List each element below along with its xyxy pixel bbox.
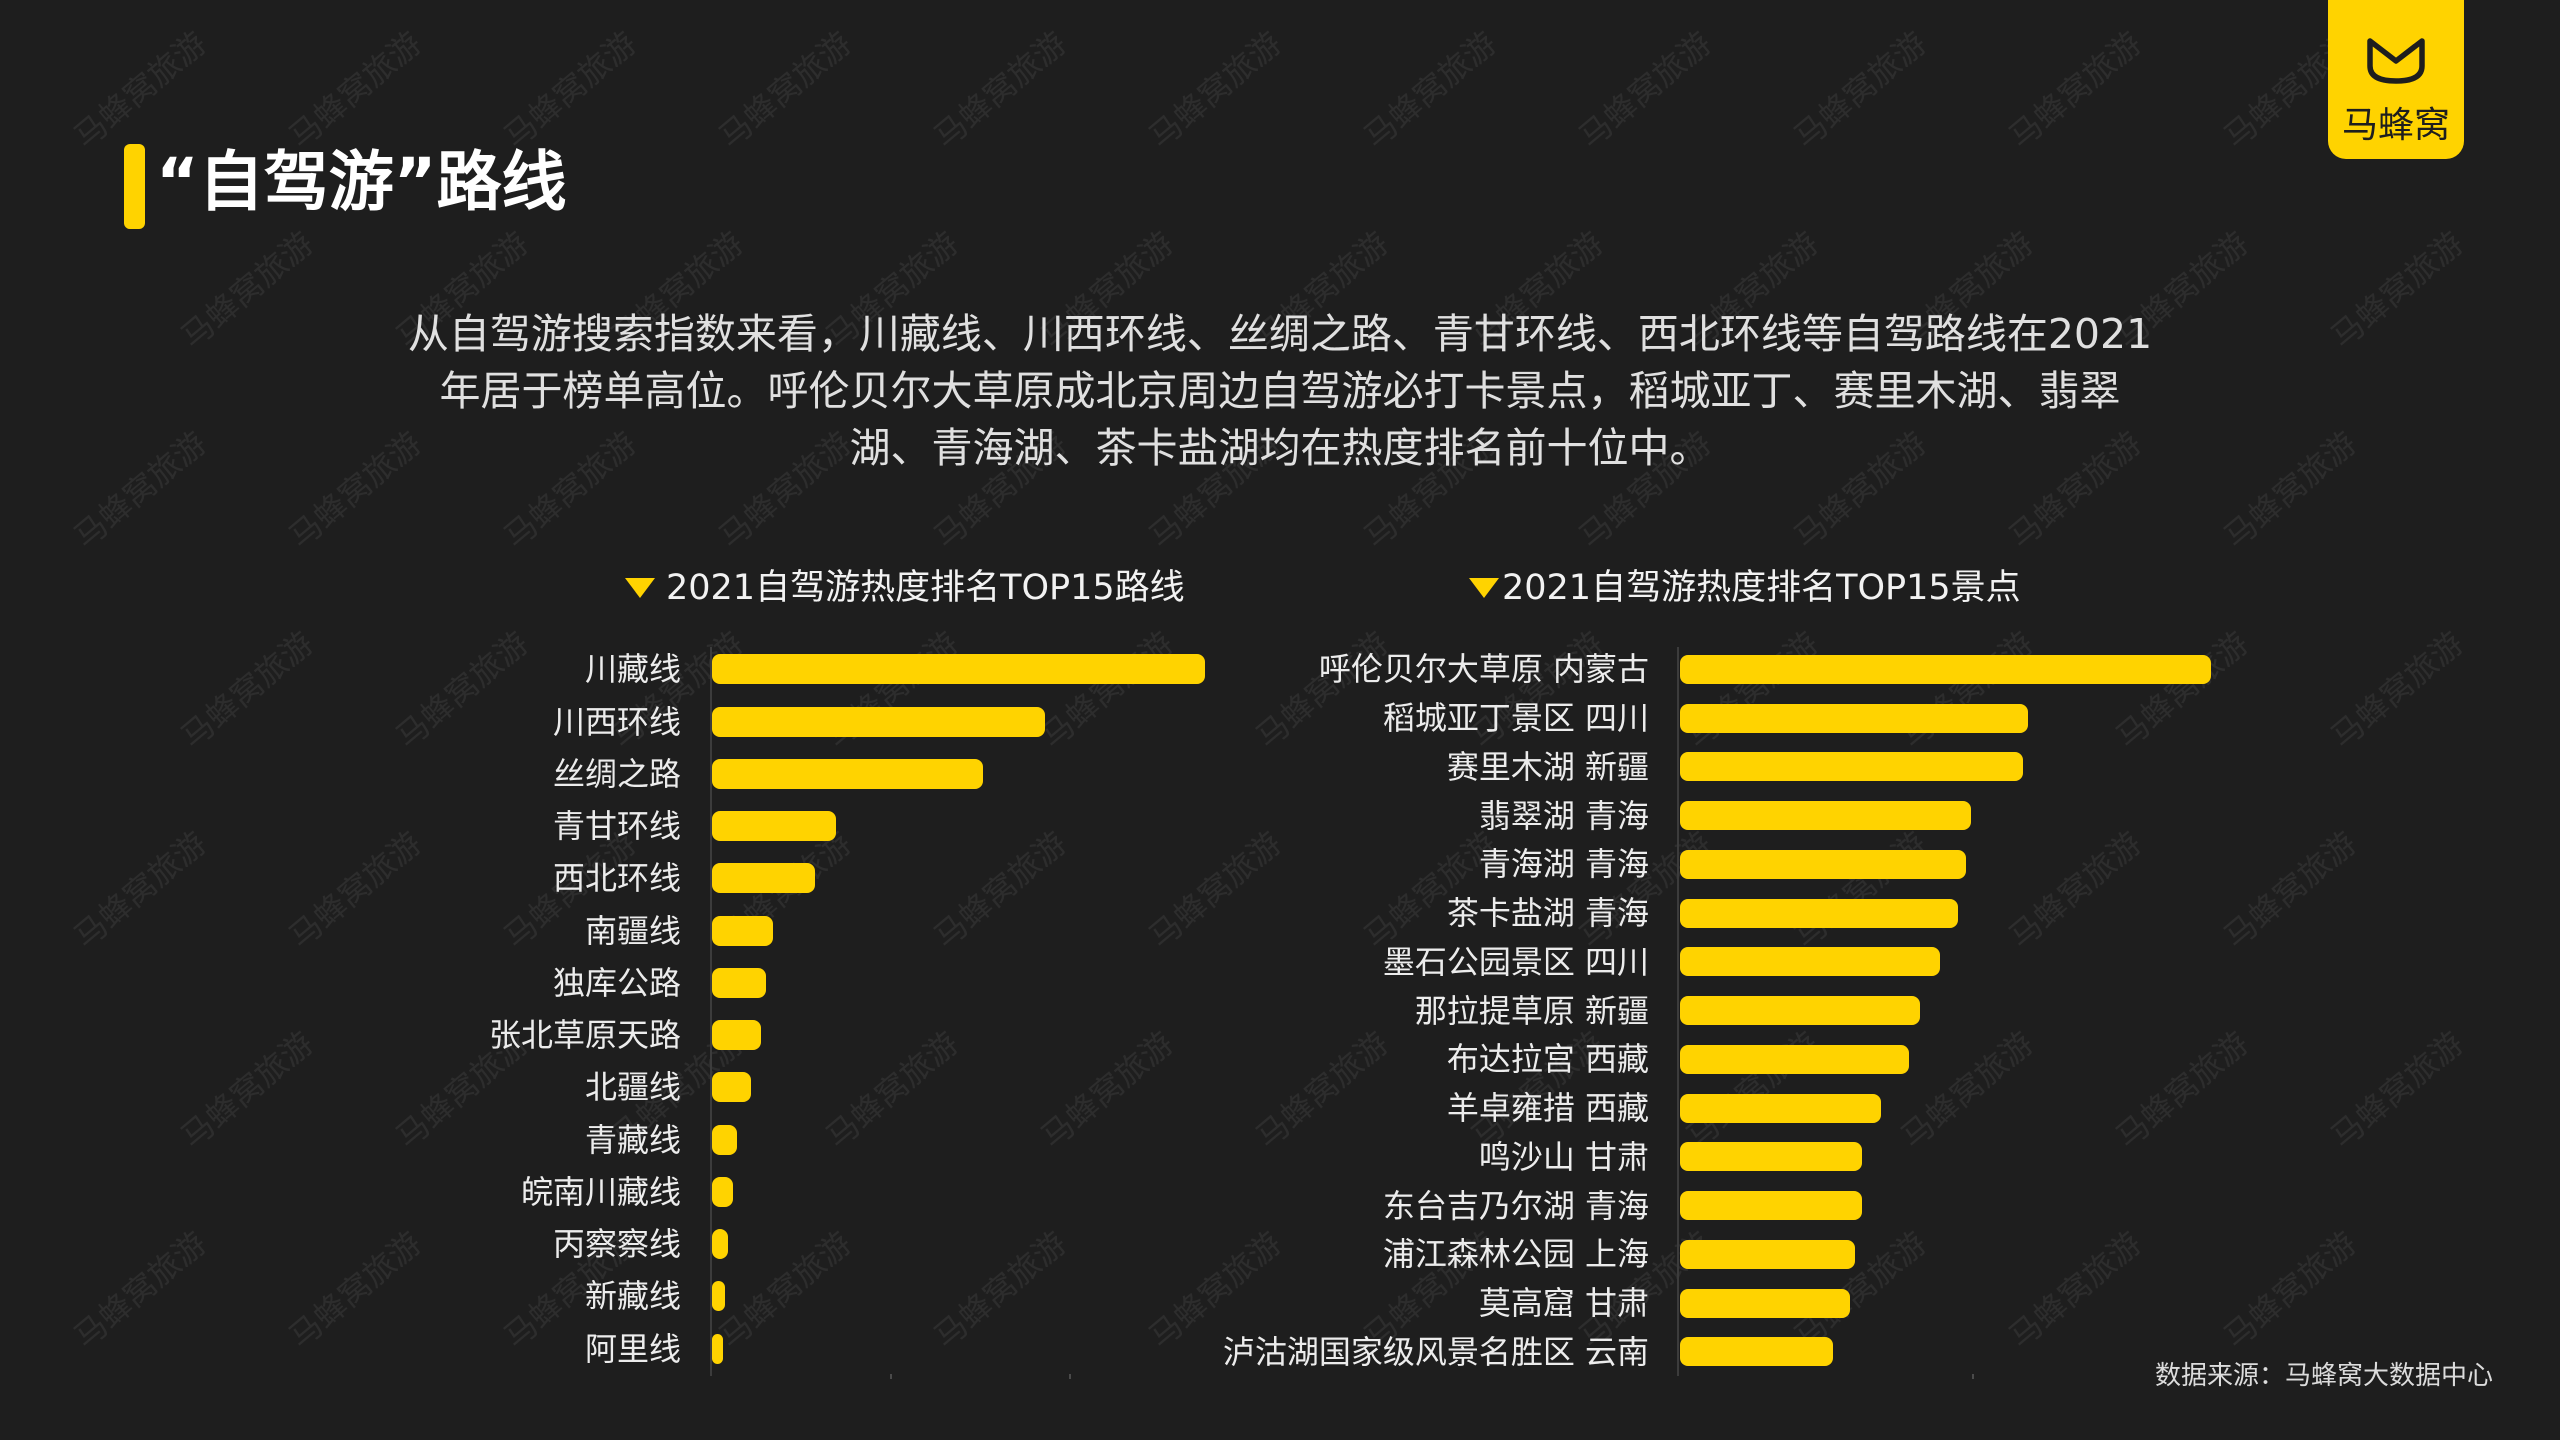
route-label: 丝绸之路	[552, 754, 681, 793]
watermark-text: 马蜂窝旅游	[1571, 24, 1719, 156]
route-label: 青甘环线	[552, 807, 681, 846]
spot-bar	[1680, 654, 2211, 684]
spot-label: 鸣沙山 甘肃	[1478, 1137, 1649, 1176]
spot-bar	[1680, 947, 1940, 977]
spot-bar	[1680, 1337, 1834, 1367]
watermark-text: 马蜂窝旅游	[711, 24, 859, 156]
watermark-text: 马蜂窝旅游	[173, 1024, 321, 1156]
spot-label: 东台吉乃尔湖 青海	[1382, 1186, 1649, 1225]
source-note: 数据来源：马蜂窝大数据中心	[2154, 1361, 2493, 1391]
brand-logo: 马蜂窝	[2328, 0, 2464, 159]
x-axis-tick	[1972, 1374, 1974, 1379]
spot-label: 翡翠湖 青海	[1478, 796, 1649, 835]
spot-label: 稻城亚丁景区 四川	[1382, 699, 1649, 738]
spot-label: 青海湖 青海	[1478, 845, 1649, 884]
spot-label: 羊卓雍措 西藏	[1446, 1089, 1649, 1128]
spot-label: 莫高窟 甘肃	[1478, 1284, 1649, 1323]
watermark-text: 马蜂窝旅游	[2323, 624, 2471, 756]
spot-label: 那拉提草原 新疆	[1414, 991, 1649, 1030]
route-bar	[712, 863, 816, 894]
route-label: 北疆线	[584, 1068, 681, 1107]
watermark-text: 马蜂窝旅游	[1356, 24, 1504, 156]
watermark-text: 马蜂窝旅游	[66, 1224, 214, 1356]
spot-bar	[1680, 703, 2028, 733]
route-label: 南疆线	[584, 911, 681, 950]
y-axis-line	[710, 647, 712, 1376]
route-bar	[712, 811, 837, 842]
intro-paragraph: 从自驾游搜索指数来看，川藏线、川西环线、丝绸之路、青甘环线、西北环线等自驾路线在…	[0, 306, 2560, 477]
title-accent-bar	[124, 144, 145, 229]
chart-title: 2021自驾游热度排名TOP15路线	[666, 568, 1185, 608]
triangle-down-icon	[625, 578, 655, 598]
spot-label: 浦江森林公园 上海	[1382, 1235, 1649, 1274]
route-label: 张北草原天路	[488, 1016, 681, 1055]
spot-bar	[1680, 1093, 1881, 1123]
spot-bar	[1680, 752, 2024, 782]
logo-text: 马蜂窝	[2341, 105, 2450, 146]
spot-bar	[1680, 1142, 1862, 1172]
route-label: 新藏线	[584, 1277, 681, 1316]
spot-label: 茶卡盐湖 青海	[1446, 894, 1649, 933]
route-bar	[712, 915, 773, 946]
route-bar	[712, 1333, 724, 1364]
chart-top-routes: 2021自驾游热度排名TOP15路线 川藏线川西环线丝绸之路青甘环线西北环线南疆…	[440, 560, 1210, 1382]
watermark-text: 马蜂窝旅游	[1141, 24, 1289, 156]
page-title: “自驾游”路线	[156, 145, 567, 220]
chart-title: 2021自驾游热度排名TOP15景点	[1502, 568, 2021, 608]
route-bar	[712, 706, 1045, 737]
spot-bar	[1680, 1288, 1850, 1318]
intro-line: 湖、青海湖、茶卡盐湖均在热度排名前十位中。	[849, 424, 1711, 472]
spot-bar	[1680, 898, 1958, 928]
spot-bar	[1680, 996, 1920, 1026]
route-label: 川藏线	[584, 650, 681, 689]
watermark-text: 马蜂窝旅游	[2323, 1024, 2471, 1156]
x-axis-tick	[1069, 1374, 1071, 1379]
route-bar	[712, 1072, 751, 1103]
spot-bar	[1680, 849, 1966, 879]
watermark-text: 马蜂窝旅游	[281, 24, 429, 156]
route-label: 丙察察线	[552, 1225, 681, 1264]
watermark-text: 马蜂窝旅游	[1786, 24, 1934, 156]
y-axis-line	[1677, 647, 1679, 1376]
watermark-text: 马蜂窝旅游	[926, 24, 1074, 156]
spot-label: 泸沽湖国家级风景名胜区 云南	[1222, 1332, 1649, 1371]
route-bar	[712, 1176, 734, 1207]
watermark-text: 马蜂窝旅游	[281, 1224, 429, 1356]
mafengwo-m-icon	[2367, 38, 2425, 84]
watermark-text: 马蜂窝旅游	[281, 824, 429, 956]
route-bar	[712, 1124, 737, 1155]
spot-label: 赛里木湖 新疆	[1446, 747, 1649, 786]
spot-label: 呼伦贝尔大草原 内蒙古	[1318, 650, 1649, 689]
intro-line: 从自驾游搜索指数来看，川藏线、川西环线、丝绸之路、青甘环线、西北环线等自驾路线在…	[407, 310, 2153, 358]
route-bar	[712, 967, 766, 998]
watermark-text: 马蜂窝旅游	[2001, 24, 2149, 156]
route-bar	[712, 758, 984, 789]
route-label: 青藏线	[584, 1120, 681, 1159]
route-bar	[712, 654, 1205, 685]
spot-bar	[1680, 1044, 1909, 1074]
chart-top-spots: 2021自驾游热度排名TOP15景点 呼伦贝尔大草原 内蒙古稻城亚丁景区 四川赛…	[1210, 560, 2310, 1382]
route-bar	[712, 1281, 725, 1312]
spot-label: 墨石公园景区 四川	[1382, 942, 1649, 981]
route-bar	[712, 1020, 761, 1051]
route-label: 阿里线	[584, 1329, 681, 1368]
triangle-down-icon	[1469, 578, 1499, 598]
route-label: 西北环线	[552, 859, 681, 898]
watermark-text: 马蜂窝旅游	[496, 24, 644, 156]
route-label: 川西环线	[552, 702, 681, 741]
route-label: 独库公路	[552, 963, 681, 1002]
spot-bar	[1680, 1239, 1855, 1269]
intro-line: 年居于榜单高位。呼伦贝尔大草原成北京周边自驾游必打卡景点，稻城亚丁、赛里木湖、翡…	[439, 367, 2121, 415]
route-label: 皖南川藏线	[520, 1172, 681, 1211]
spot-bar	[1680, 801, 1971, 831]
watermark-text: 马蜂窝旅游	[66, 824, 214, 956]
watermark-text: 马蜂窝旅游	[66, 24, 214, 156]
spot-bar	[1680, 1191, 1862, 1221]
spot-label: 布达拉宫 西藏	[1446, 1040, 1649, 1079]
route-bar	[712, 1229, 729, 1260]
watermark-text: 马蜂窝旅游	[173, 624, 321, 756]
x-axis-tick	[890, 1374, 892, 1379]
